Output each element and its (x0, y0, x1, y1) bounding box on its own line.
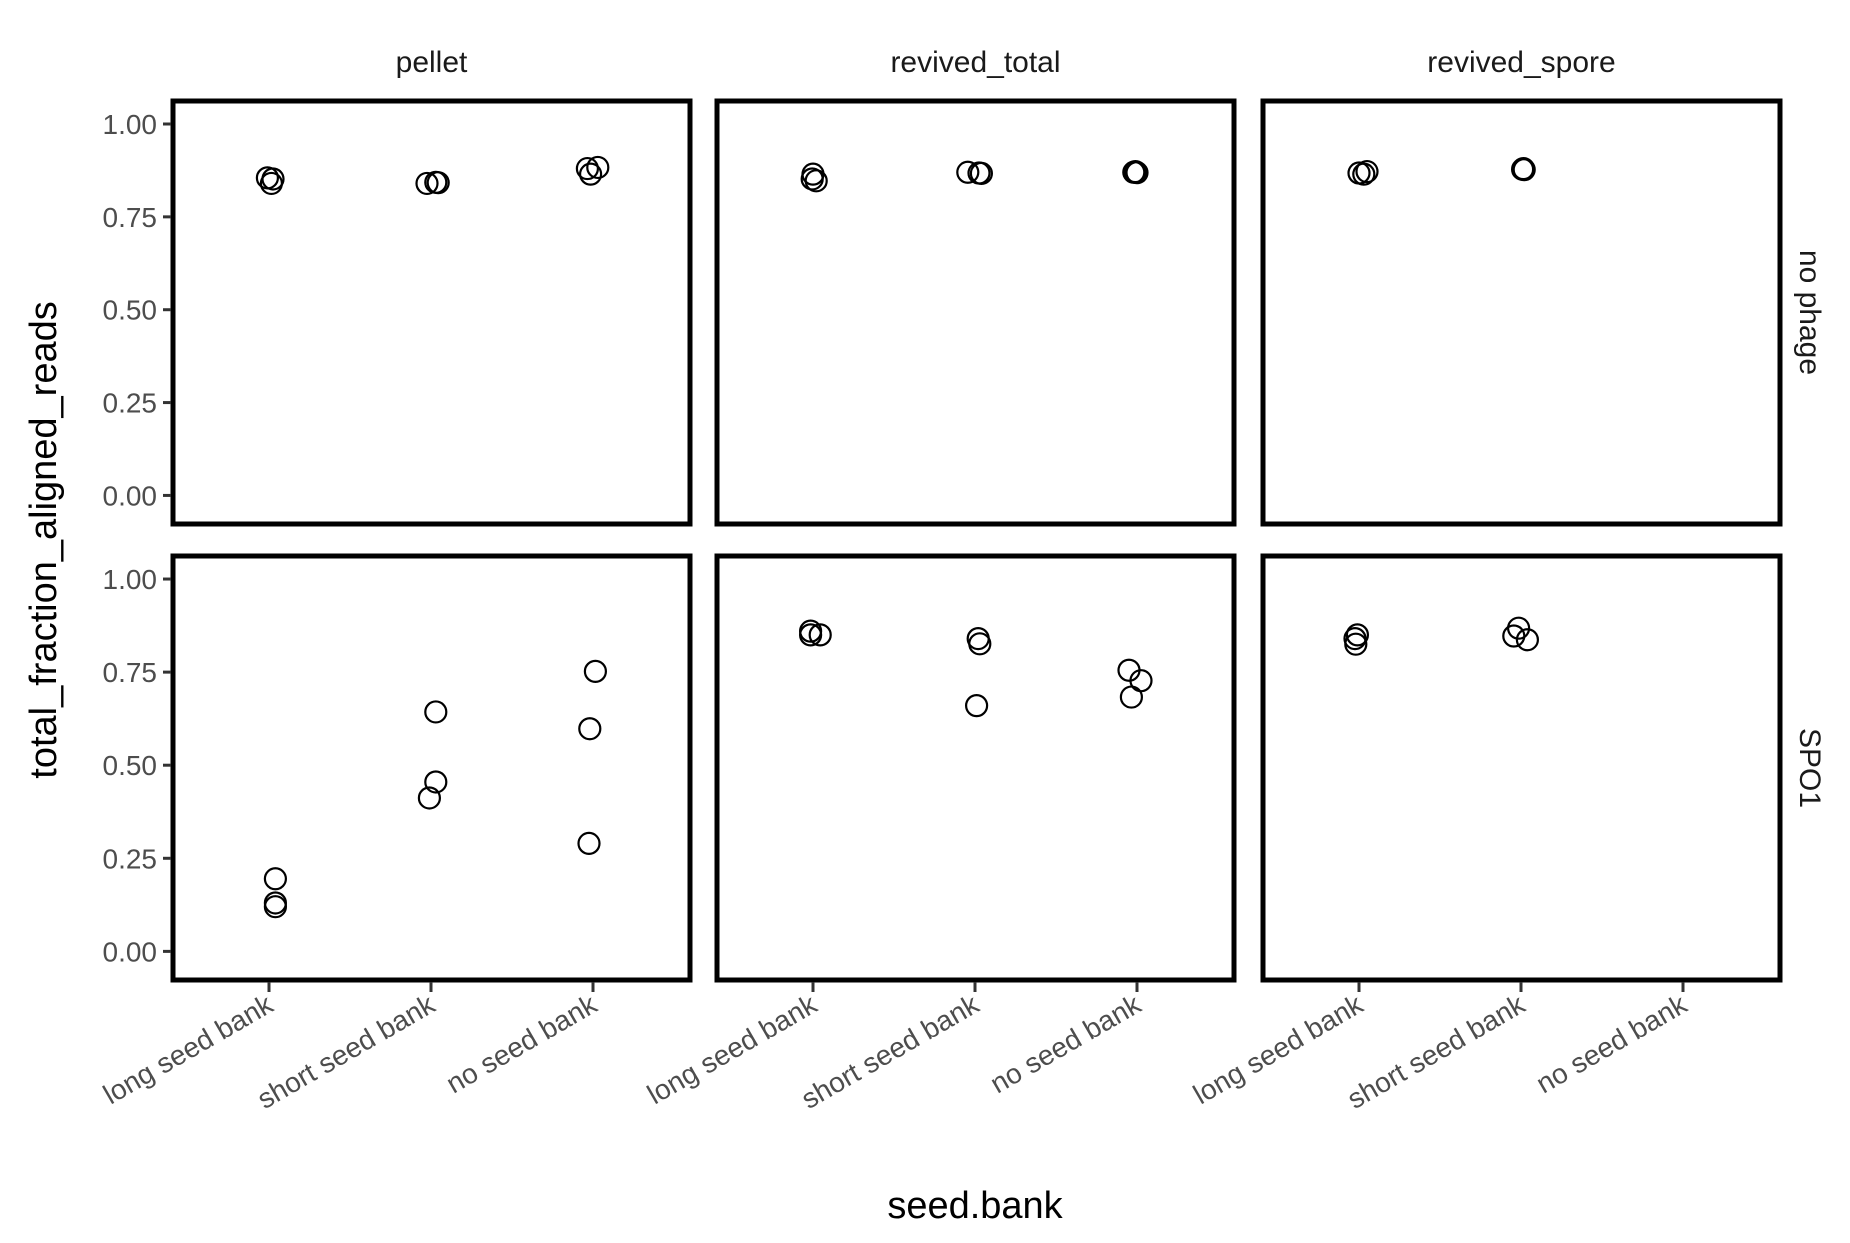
data-point (1345, 623, 1370, 647)
facet-strip-revived_total: revived_total (890, 46, 1060, 79)
y-tick-label: 0.00 (103, 936, 158, 967)
data-point (968, 632, 992, 656)
data-point (804, 169, 828, 193)
panels-layer (170, 98, 1783, 983)
panel-revived_total-spo1 (714, 553, 1237, 983)
facet-strip-revived_spore: revived_spore (1427, 46, 1615, 79)
x-tick-label: no seed bank (441, 988, 603, 1099)
data-point (424, 700, 448, 724)
data-point (1355, 159, 1379, 184)
data-point (1515, 628, 1540, 652)
panel-revived_spore-spo1 (1260, 553, 1783, 983)
data-point (1502, 624, 1526, 648)
data-point (1119, 685, 1144, 709)
y-tick-label: 0.75 (103, 202, 158, 233)
x-tick-label: long seed bank (642, 988, 823, 1110)
data-point (575, 156, 600, 181)
y-tick-label: 0.75 (103, 657, 158, 688)
data-point (586, 155, 610, 180)
data-point (578, 162, 603, 186)
y-axis-title: total_fraction_aligned_reads (23, 301, 65, 778)
panel-pellet-no-phage (170, 98, 693, 527)
data-point (808, 623, 832, 647)
y-tick-label: 0.25 (103, 843, 158, 874)
x-tick-label: short seed bank (1342, 988, 1531, 1115)
data-point (1506, 616, 1531, 640)
y-tick-label: 0.50 (103, 295, 158, 326)
data-point (415, 171, 439, 196)
facet-strip-pellet: pellet (396, 46, 468, 79)
x-tick-label: short seed bank (796, 988, 985, 1115)
data-point (1344, 632, 1368, 656)
data-point (578, 717, 602, 741)
x-axis-title: seed.bank (887, 1185, 1063, 1227)
x-tick-label: no seed bank (1531, 988, 1693, 1099)
data-point (956, 160, 980, 184)
y-tick-label: 0.25 (103, 388, 158, 419)
data-point (969, 161, 994, 185)
y-tick-label: 0.50 (103, 750, 158, 781)
x-tick-label: long seed bank (98, 988, 279, 1110)
data-point (424, 770, 448, 794)
y-axis-layer: 0.00 0.25 0.50 0.75 1.00 0.00 0.25 0.50 0.75 1.00 (103, 109, 171, 967)
data-point (1125, 161, 1149, 185)
x-tick-label: short seed bank (252, 988, 441, 1115)
panel-pellet-spo1 (170, 553, 693, 983)
data-point (426, 171, 450, 195)
data-point (263, 895, 287, 919)
data-point (263, 867, 287, 891)
panel-revived_total-no-phage (714, 98, 1237, 527)
data-point (1512, 158, 1536, 182)
facet-strip-spo1: SPO1 (1793, 728, 1826, 808)
x-tick-label: long seed bank (1188, 988, 1369, 1110)
data-point (798, 623, 823, 647)
data-point (417, 786, 441, 810)
data-point (259, 171, 283, 196)
facet-strip-no-phage: no phage (1793, 250, 1826, 375)
data-point (577, 831, 601, 856)
y-tick-label: 0.00 (103, 480, 158, 511)
data-point (1352, 162, 1376, 186)
x-tick-label: no seed bank (985, 988, 1147, 1099)
panel-revived_spore-no-phage (1260, 98, 1783, 527)
y-tick-label: 1.00 (103, 109, 158, 140)
data-point (583, 659, 608, 683)
y-tick-label: 1.00 (103, 564, 158, 595)
data-point (964, 694, 989, 718)
